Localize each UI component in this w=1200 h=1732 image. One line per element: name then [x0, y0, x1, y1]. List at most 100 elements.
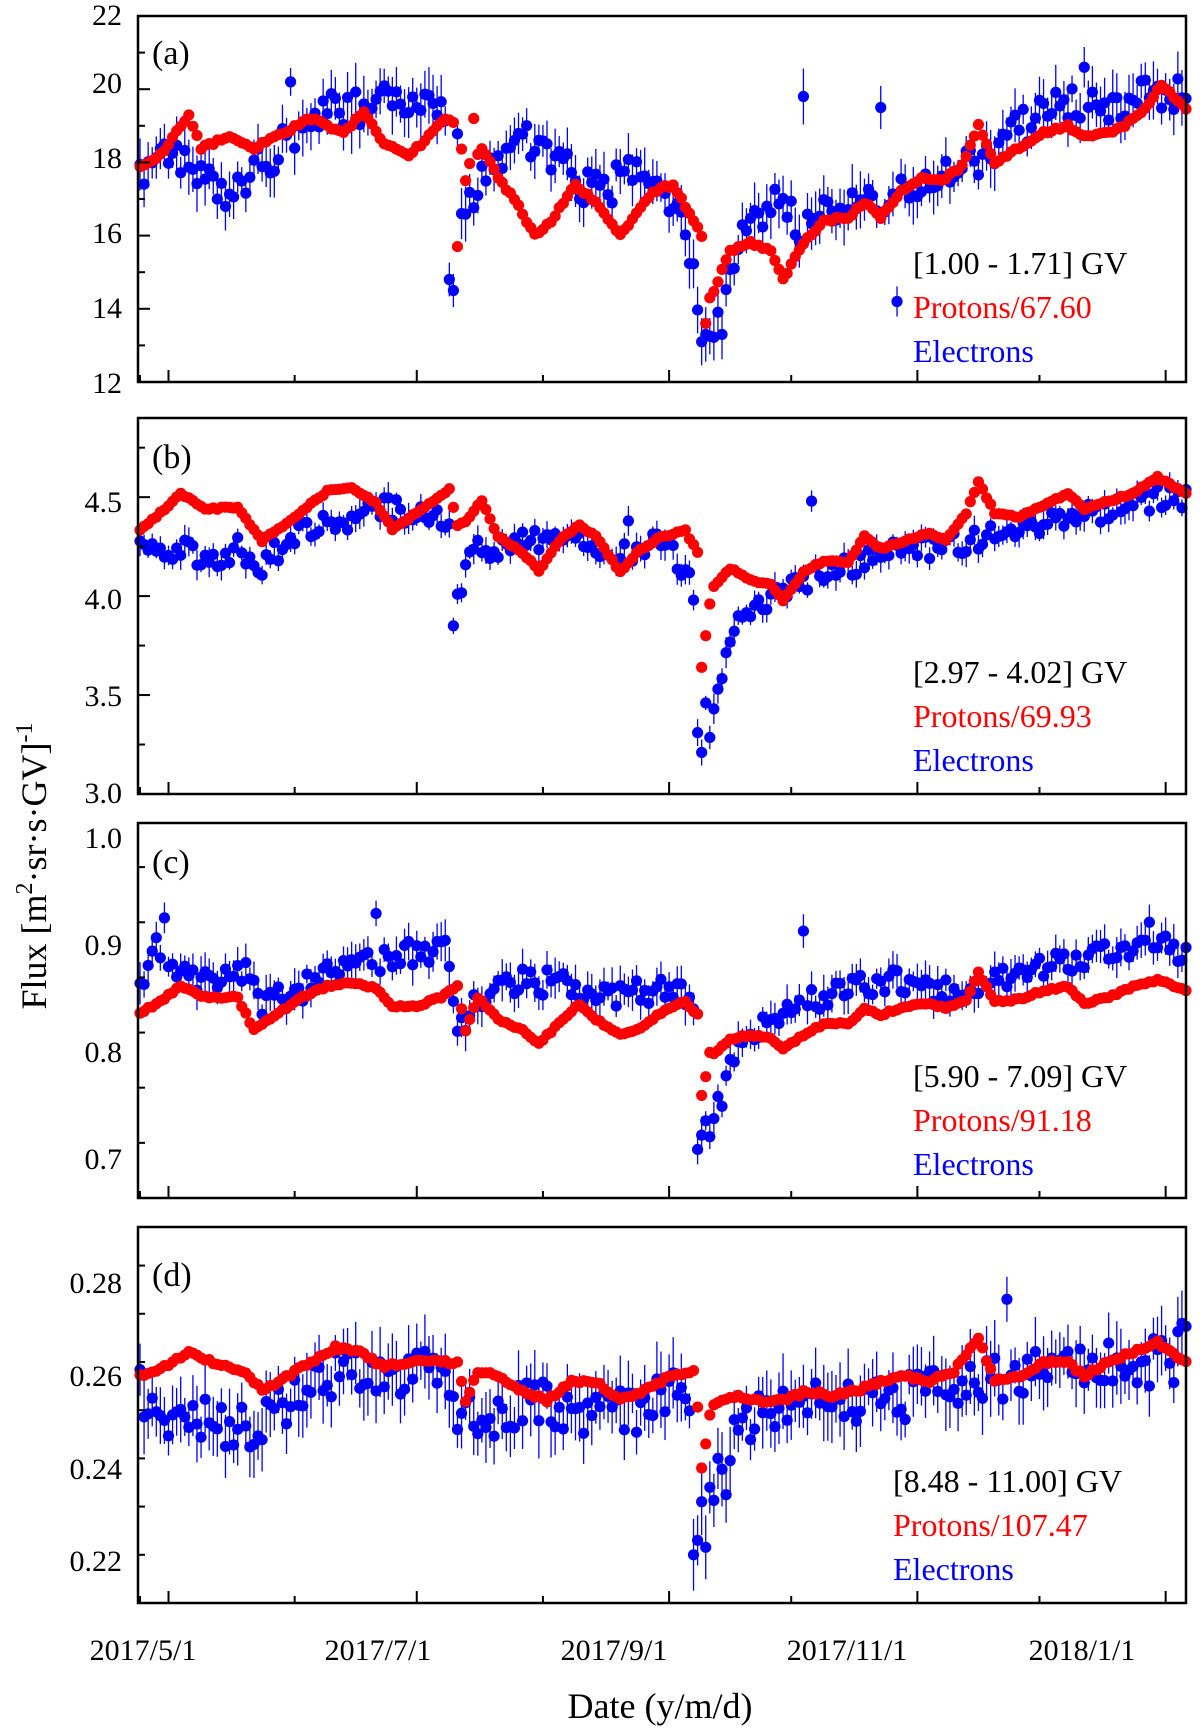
- electron-point: [553, 1401, 565, 1413]
- proton-point: [700, 1438, 712, 1450]
- electron-point: [696, 1496, 708, 1508]
- legend-range: [8.48 - 11.00] GV: [893, 1463, 1122, 1499]
- proton-point: [451, 1356, 464, 1368]
- electron-point: [891, 965, 903, 977]
- electron-point: [1168, 103, 1180, 115]
- electron-point: [272, 154, 284, 166]
- electron-point: [1058, 948, 1070, 960]
- data-markers: [134, 470, 1192, 766]
- electron-point: [228, 191, 240, 203]
- axis-frame: [136, 1225, 1188, 1605]
- proton-point: [972, 966, 985, 978]
- electron-point: [289, 142, 301, 154]
- proton-point: [696, 230, 708, 243]
- electron-point: [407, 959, 419, 971]
- electron-point: [911, 549, 923, 562]
- electron-point: [158, 912, 171, 924]
- electron-point: [447, 1390, 459, 1403]
- proton-point: [708, 285, 720, 298]
- electron-point: [582, 1397, 594, 1409]
- electron-point: [1139, 1355, 1151, 1367]
- electron-point: [240, 187, 252, 199]
- proton-point: [484, 513, 496, 525]
- electron-point: [1058, 94, 1070, 106]
- electron-point: [525, 534, 537, 547]
- proton-point: [464, 157, 476, 170]
- panel-label: (b): [152, 439, 192, 476]
- electron-point: [394, 958, 407, 970]
- electron-point: [480, 1421, 492, 1434]
- proton-point: [691, 221, 704, 233]
- electron-point: [199, 1393, 211, 1405]
- electron-point: [781, 211, 793, 223]
- data-markers: [134, 1276, 1192, 1591]
- electron-point: [716, 1100, 728, 1112]
- electron-point: [940, 155, 952, 167]
- proton-point: [972, 1332, 985, 1344]
- proton-point: [985, 498, 997, 510]
- x-tick-label: 2018/1/1: [1029, 1634, 1136, 1667]
- proton-point: [476, 495, 488, 507]
- electron-point: [496, 1402, 508, 1415]
- electron-point: [1098, 97, 1111, 109]
- electron-point: [708, 1112, 720, 1125]
- electron-point: [858, 562, 871, 574]
- electron-point: [565, 166, 578, 179]
- electron-point: [801, 1407, 814, 1419]
- electron-point: [720, 647, 732, 659]
- electron-point: [488, 983, 500, 995]
- electron-point: [696, 746, 708, 759]
- x-axis-title: Date (y/m/d): [568, 1686, 753, 1726]
- electron-point: [1046, 107, 1058, 120]
- x-ticks: [139, 370, 1167, 382]
- electron-point: [516, 128, 529, 140]
- proton-point: [704, 1409, 716, 1421]
- electron-point: [899, 987, 911, 999]
- electron-point: [797, 925, 810, 937]
- electron-point: [228, 1439, 240, 1451]
- electron-point: [647, 1409, 659, 1422]
- electron-point: [1050, 86, 1062, 98]
- electron-point: [940, 974, 952, 986]
- electron-point: [1037, 97, 1050, 110]
- electron-point: [447, 284, 459, 297]
- electron-point: [211, 193, 223, 205]
- electron-point: [773, 1017, 785, 1030]
- electron-point: [968, 1377, 980, 1389]
- electron-point: [472, 1428, 484, 1440]
- electron-point: [219, 547, 232, 559]
- proton-point: [972, 118, 985, 131]
- proton-point: [696, 1089, 708, 1102]
- electron-point: [439, 934, 451, 946]
- electron-point: [516, 1415, 529, 1427]
- electron-point: [1160, 930, 1172, 942]
- electron-point: [740, 225, 753, 237]
- electron-point: [472, 534, 484, 547]
- electron-point: [854, 969, 866, 982]
- electron-point: [822, 196, 834, 208]
- electron-point: [341, 91, 354, 104]
- electron-point: [594, 992, 606, 1004]
- proton-point: [691, 546, 704, 558]
- electron-point: [297, 1400, 309, 1412]
- electron-point: [325, 1391, 337, 1403]
- electron-point: [765, 1407, 777, 1420]
- electron-point: [753, 207, 765, 219]
- electron-point: [1143, 505, 1155, 517]
- electron-point: [748, 1423, 761, 1435]
- electron-point: [834, 566, 846, 578]
- electron-point: [321, 958, 333, 970]
- electron-point: [744, 611, 757, 623]
- electron-point: [675, 978, 687, 990]
- x-ticks: [139, 782, 1167, 794]
- electron-point: [321, 1379, 333, 1391]
- proton-point: [968, 975, 980, 988]
- electron-point: [960, 1389, 972, 1401]
- electron-point: [793, 994, 805, 1006]
- panel-a: 12 14 16 18 20 22 (a) [1.00 - 1.71] GV P…: [92, 0, 1192, 400]
- y-tick-label: 0.24: [70, 1453, 123, 1486]
- proton-point: [460, 1395, 472, 1408]
- electron-point: [333, 968, 346, 981]
- electron-point: [618, 538, 630, 550]
- electron-point: [1176, 954, 1188, 966]
